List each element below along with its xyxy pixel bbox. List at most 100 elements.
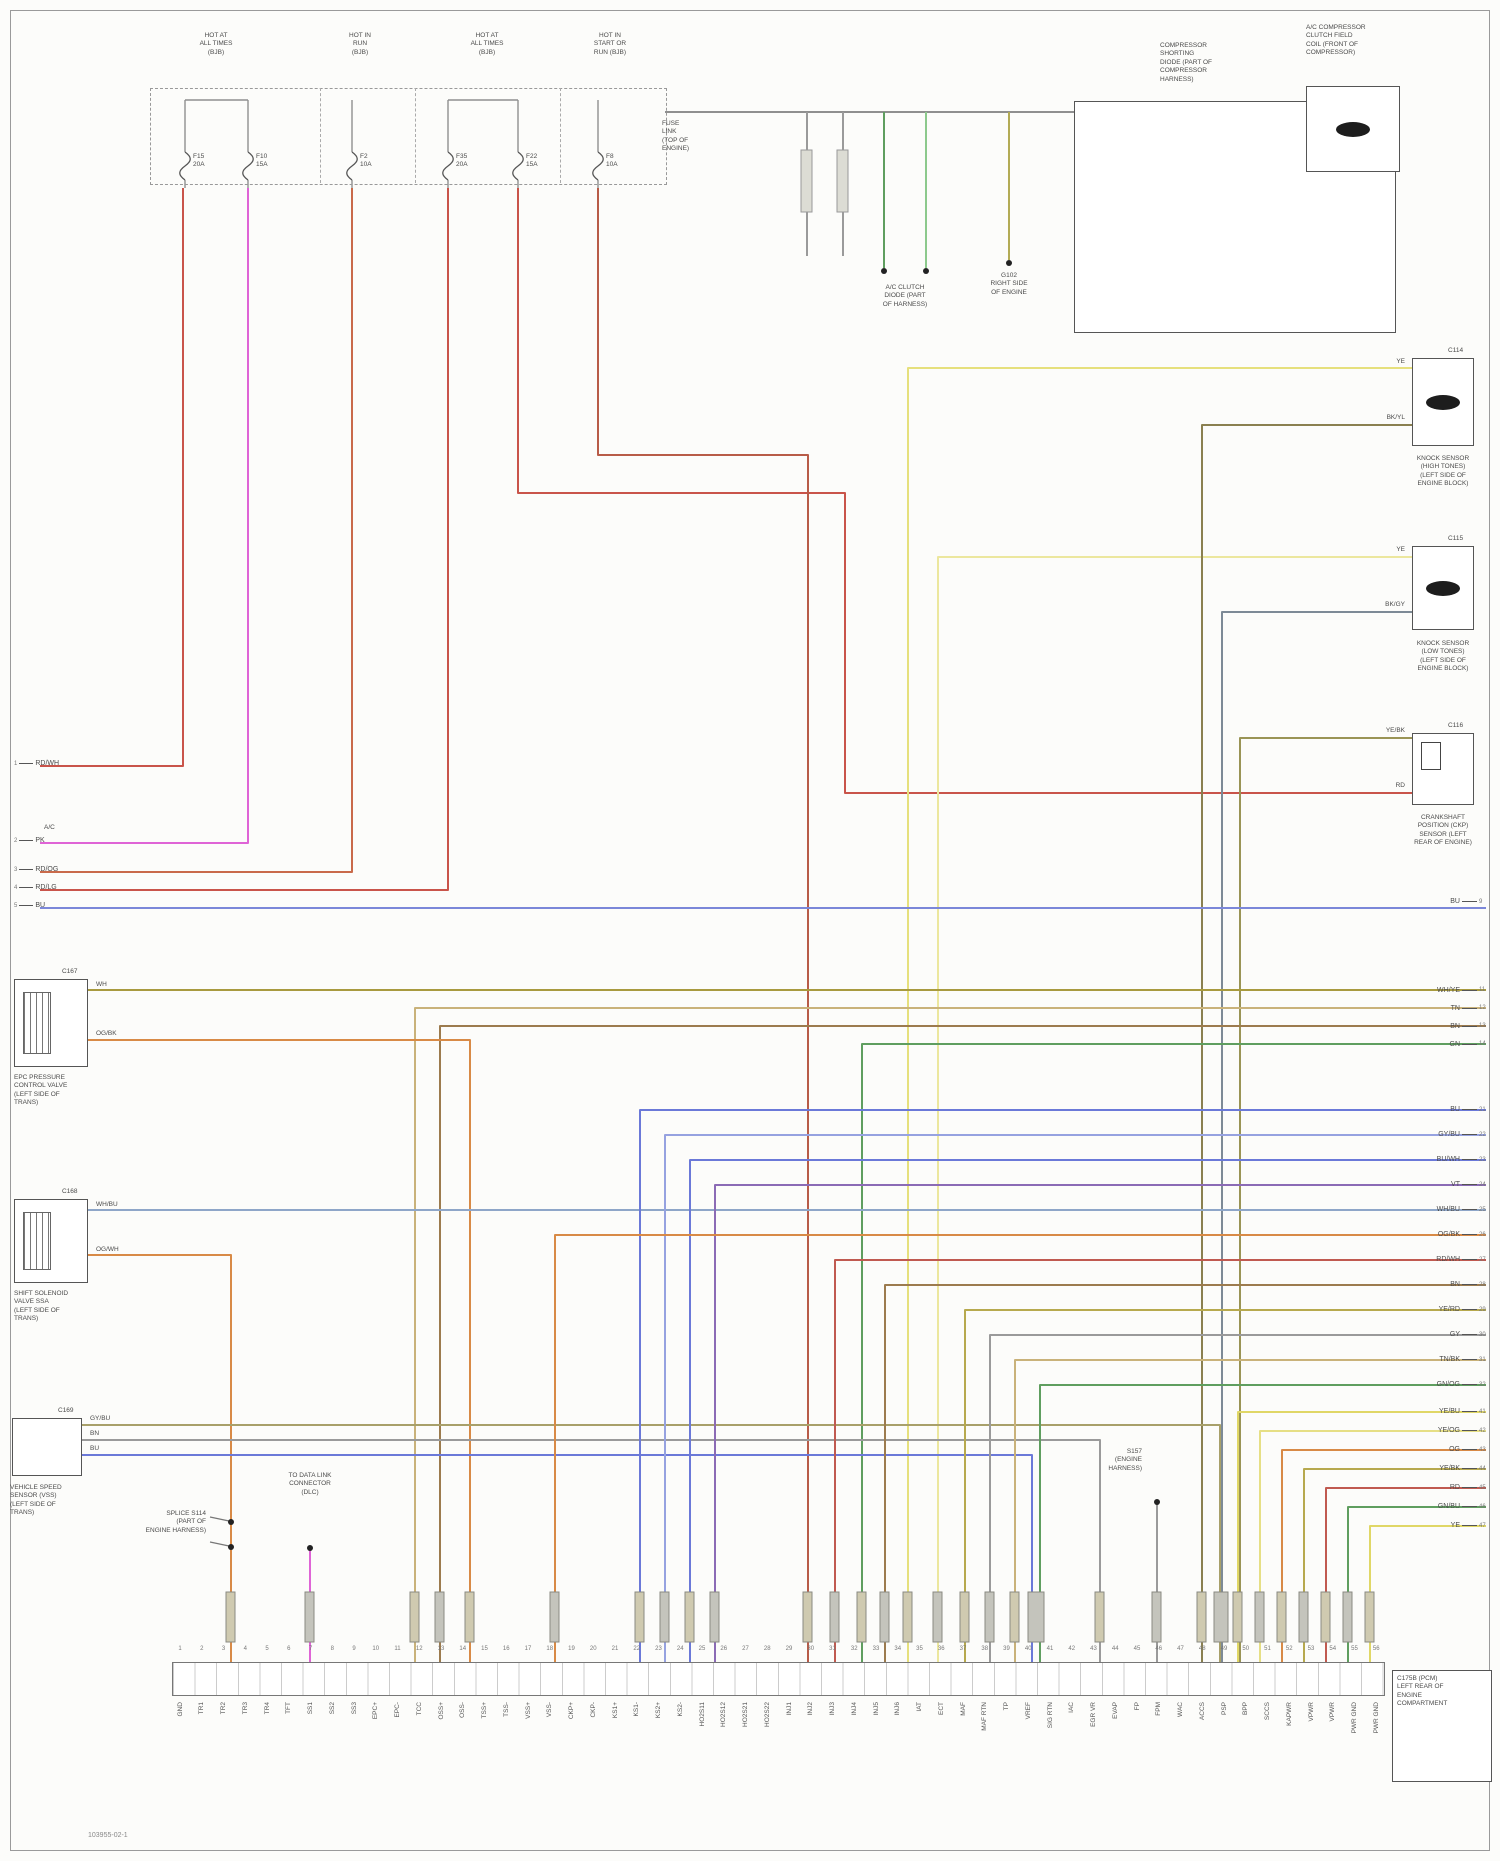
pin-number: 33 [872, 1646, 880, 1652]
component-connector-id: C168 [62, 1188, 78, 1195]
fuse-box-divider [415, 88, 416, 183]
wire-code: YE [1396, 358, 1405, 365]
pin-tick-icon [1462, 1109, 1477, 1110]
wire-code: TN [1450, 1004, 1460, 1012]
pin-tick-icon [1462, 1284, 1477, 1285]
wire-code: GN/OG [1436, 1381, 1460, 1388]
document-number: 103955-02-1 [88, 1832, 128, 1839]
wire-code: BU [35, 902, 46, 909]
wire-code: WH/BU [1436, 1206, 1460, 1213]
pcm-pin-label: OSS+ [437, 1702, 445, 1720]
pin-number: 3 [221, 1646, 226, 1652]
sensor-caption: CRANKSHAFT POSITION (CKP) SENSOR (LEFT R… [1414, 814, 1472, 847]
wire-code: BU [1450, 1106, 1460, 1113]
pin-tick-icon [1462, 989, 1477, 991]
pin-number: 13 [1479, 1023, 1486, 1029]
pin-number: 45 [1479, 1484, 1486, 1491]
pin-number: 4 [243, 1646, 247, 1652]
fuse-label: F8 10A [606, 153, 618, 169]
pcm-pin-label: INJ4 [850, 1702, 858, 1716]
right-pin-row: GY 30 [1390, 1322, 1488, 1347]
left-stub: 3 RD/OG [14, 866, 58, 873]
fuse-label: F15 20A [193, 153, 205, 169]
pin-tick-icon [1462, 1525, 1477, 1526]
pin-number: 52 [1285, 1646, 1293, 1652]
pcm-pin-label: INJ1 [785, 1702, 793, 1716]
component-caption: VEHICLE SPEED SENSOR (VSS) (LEFT SIDE OF… [10, 1484, 62, 1517]
pcm-pin-label: GND [176, 1702, 184, 1717]
solenoid-coil-icon [23, 992, 51, 1054]
sensor-connector-id: C115 [1448, 535, 1464, 542]
wire-code: BU [90, 1445, 100, 1452]
right-pin-row: YE/BK 44 [1390, 1459, 1488, 1478]
pin-number: 14 [459, 1646, 467, 1652]
pin-number: 34 [894, 1646, 902, 1652]
right-pin-row: YE/RD 29 [1390, 1297, 1488, 1322]
right-pin-group-2: BU 21 GY/BU 22 BU/WH 23 VT 24 [1390, 1097, 1488, 1397]
pin-number: 16 [502, 1646, 510, 1652]
pin-number: 3 [14, 866, 18, 873]
pcm-pin-label: SS3 [350, 1702, 358, 1715]
dlc-note: TO DATA LINK CONNECTOR (DLC) [288, 1472, 332, 1496]
pcm-pin-label: PWR GND [1351, 1702, 1358, 1734]
component-caption: SHIFT SOLENOID VALVE SSA (LEFT SIDE OF T… [14, 1290, 69, 1323]
pcm-pin-label: PWR GND [1372, 1702, 1380, 1734]
wire-code: GY/BU [90, 1415, 111, 1422]
pin-number: 41 [1046, 1646, 1054, 1652]
pcm-pin-label: KS1- [633, 1702, 641, 1717]
sensor-body-icon [1426, 580, 1460, 596]
pin-number: 21 [1479, 1106, 1486, 1113]
pin-tick-icon [1462, 1334, 1477, 1335]
pin-tick-icon [1462, 1025, 1477, 1027]
pcm-pin-numbers: 1 2 3 4 5 6 7 8 9 10 11 12 13 14 15 16 17 18 19 20 21 22 23 24 2… [172, 1646, 1385, 1652]
pcm-pin-labels: GND TR1 TR2 TR3 TR4 TFT SS1 SS2 SS3 EPC+… [172, 1702, 1385, 1852]
pin-tick-icon [1462, 1411, 1477, 1412]
wire-code: OG/BK [1437, 1231, 1460, 1238]
pin-number: 47 [1479, 1522, 1486, 1529]
wire-code: WH/YE [1437, 986, 1460, 994]
pin-number: 24 [676, 1646, 684, 1652]
pin-number: 30 [807, 1646, 815, 1652]
pin-number: 26 [720, 1646, 728, 1652]
pcm-pin-label: SIG RTN [1046, 1702, 1054, 1729]
pin-number: 54 [1329, 1646, 1337, 1652]
wire-code: GN/BU [1437, 1503, 1460, 1510]
compressor-clutch-icon [1336, 121, 1370, 137]
pin-number: 32 [1479, 1381, 1486, 1388]
right-pin-row: GN 14 [1390, 1035, 1488, 1053]
right-pin-row: GN/BU 46 [1390, 1497, 1488, 1516]
pin-number: 49 [1220, 1646, 1228, 1652]
wire-code: WH [96, 981, 107, 988]
splice-note: S157 (ENGINE HARNESS) [1108, 1448, 1142, 1472]
fuse-group-header: HOT AT ALL TIMES (BJB) [470, 32, 504, 56]
connector-housing-icon [225, 1591, 1375, 1643]
pin-number: 2 [200, 1646, 204, 1652]
pcm-pin-label: WAC [1177, 1702, 1184, 1717]
left-stub: 4 RD/LG [14, 884, 57, 891]
right-pin-row: BU 21 [1390, 1097, 1488, 1122]
pcm-pin-label: FP [1133, 1702, 1141, 1711]
pcm-pin-label: INJ2 [807, 1702, 815, 1716]
knock-sensor-2 [1412, 546, 1474, 630]
pin-number: 44 [1111, 1646, 1119, 1652]
pcm-pin-label: PSP [1220, 1702, 1228, 1716]
wire-code: RD/WH [35, 760, 60, 767]
pin-number: 32 [850, 1646, 858, 1652]
wire-code: TN/BK [1439, 1356, 1460, 1363]
ground-label: G102 RIGHT SIDE OF ENGINE [990, 272, 1028, 296]
pcm-pin-label: TFT [285, 1702, 293, 1714]
pin-number: 25 [1479, 1206, 1486, 1213]
pin-number: 27 [742, 1646, 749, 1652]
pin-number: 20 [589, 1646, 597, 1652]
fuse-group-header: HOT IN START OR RUN (BJB) [593, 32, 627, 56]
pin-tick-icon [1462, 1449, 1477, 1450]
wire-code: OG/WH [96, 1246, 119, 1253]
compressor-connector [1306, 86, 1400, 172]
pin-number: 27 [1479, 1256, 1486, 1263]
pcm-pin-label: VPWR [1307, 1702, 1315, 1722]
pin-number: 46 [1479, 1503, 1486, 1510]
pin-number: 50 [1242, 1646, 1250, 1652]
pin-number: 42 [1479, 1427, 1486, 1434]
sensor-connector-id: C116 [1448, 722, 1464, 729]
